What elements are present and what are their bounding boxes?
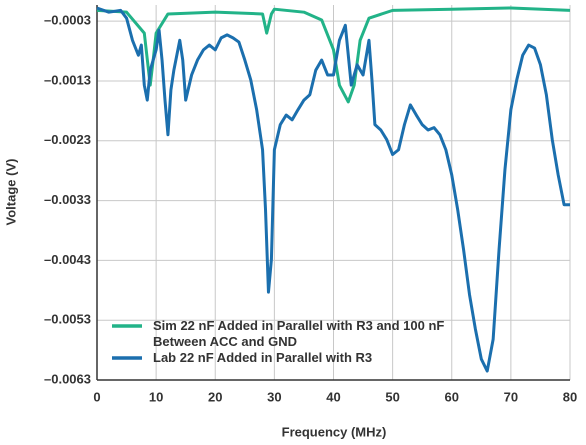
- y-tick-label: –0.0013: [44, 72, 91, 87]
- series-line: [96, 6, 570, 373]
- y-tick-label: –0.0053: [44, 312, 91, 327]
- y-tick-label: –0.0063: [44, 371, 91, 386]
- x-axis-title: Frequency (MHz): [282, 424, 387, 439]
- x-tick-label: 60: [445, 389, 459, 404]
- legend-label: Sim 22 nF Added in Parallel with R3 and …: [153, 318, 445, 349]
- x-tick-label: 50: [385, 389, 399, 404]
- y-tick-label: –0.0023: [44, 132, 91, 147]
- x-tick-label: 40: [326, 389, 340, 404]
- x-tick-label: 70: [504, 389, 518, 404]
- x-tick-label: 10: [149, 389, 163, 404]
- x-tick-label: 30: [267, 389, 281, 404]
- x-tick-label: 20: [208, 389, 222, 404]
- y-tick-label: –0.0003: [44, 13, 91, 28]
- y-tick-label: –0.0043: [44, 252, 91, 267]
- x-tick-label: 0: [93, 389, 100, 404]
- y-tick-label: –0.0033: [44, 192, 91, 207]
- x-tick-label: 80: [563, 389, 577, 404]
- legend-label: Lab 22 nF Added in Parallel with R3: [153, 350, 373, 365]
- y-axis-title: Voltage (V): [3, 159, 18, 226]
